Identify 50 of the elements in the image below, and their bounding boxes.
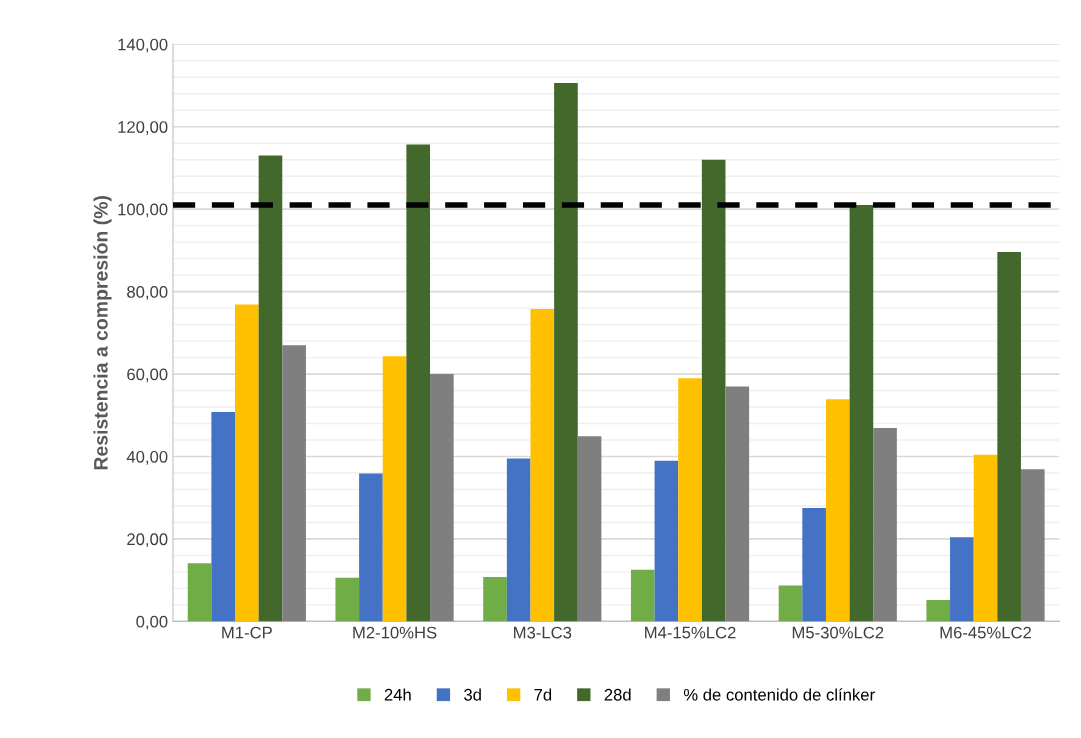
bar (678, 378, 702, 622)
bar (973, 454, 998, 622)
bar (1020, 469, 1045, 622)
bar (778, 585, 803, 622)
bar (483, 576, 507, 622)
bar (359, 473, 383, 622)
bar (211, 411, 236, 622)
bar (506, 458, 531, 622)
x-tick-label: M2-10%HS (353, 626, 437, 639)
y-tick-label: 20,00 (127, 533, 168, 548)
y-tick-label: 40,00 (126, 450, 168, 465)
bar (187, 563, 212, 622)
bar (335, 577, 360, 622)
bar (701, 159, 726, 622)
bar (926, 599, 951, 622)
bar (382, 356, 407, 622)
y-tick-label: 100,00 (118, 203, 168, 218)
bar (258, 155, 283, 622)
y-tick-label: 60,00 (127, 368, 168, 383)
bar (406, 144, 431, 622)
y-tick-label: 80,00 (127, 286, 168, 300)
bar (630, 569, 655, 622)
bar (725, 386, 750, 622)
bar (430, 374, 454, 622)
legend-label: 28d (604, 688, 631, 701)
x-tick-label: M6-45%LC2 (940, 626, 1031, 639)
bar (950, 537, 974, 622)
bar (654, 460, 679, 622)
y-axis-title: Resistencia a compresión (%) (93, 196, 112, 470)
bar (282, 345, 306, 622)
y-tick-label: 120,00 (118, 121, 168, 135)
bar (849, 205, 874, 622)
legend-label: 24h (384, 688, 411, 701)
x-tick-label: M3-LC3 (514, 626, 572, 639)
bar (554, 83, 578, 622)
y-tick-label: 140,00 (118, 38, 168, 53)
x-tick-label: M5-30%LC2 (792, 626, 884, 639)
legend-label: 7d (534, 688, 552, 701)
bar (530, 308, 555, 622)
bar (802, 508, 826, 622)
x-tick-label: M4-15%LC2 (645, 626, 736, 639)
legend-label: % de contenido de clínker (683, 688, 875, 701)
y-tick-label: 0,00 (136, 615, 168, 630)
bar (873, 428, 897, 622)
bar (825, 399, 850, 622)
bar (577, 436, 602, 622)
bar (235, 304, 259, 622)
x-tick-label: M1-CP (222, 626, 272, 639)
legend-label: 3d (464, 688, 481, 701)
bar (997, 252, 1021, 622)
